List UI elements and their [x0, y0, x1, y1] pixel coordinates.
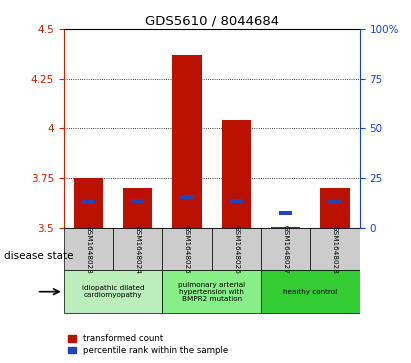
Text: GSM1648028: GSM1648028: [332, 225, 338, 273]
Bar: [212, 228, 261, 270]
Bar: [320, 188, 350, 228]
Text: GSM1648025: GSM1648025: [184, 225, 190, 273]
Bar: [271, 227, 300, 228]
Text: pulmonary arterial
hypertension with
BMPR2 mutation: pulmonary arterial hypertension with BMP…: [178, 282, 245, 302]
Text: GSM1648027: GSM1648027: [283, 225, 289, 273]
Bar: [310, 228, 360, 270]
Bar: [123, 188, 152, 228]
Text: GSM1648023: GSM1648023: [85, 225, 91, 273]
Bar: [131, 199, 144, 203]
Text: GSM1648024: GSM1648024: [135, 225, 141, 273]
Text: GSM1648026: GSM1648026: [233, 225, 239, 273]
Bar: [82, 200, 95, 204]
Bar: [261, 270, 360, 313]
Bar: [230, 199, 243, 203]
Bar: [74, 178, 103, 228]
Text: idiopathic dilated
cardiomyopathy: idiopathic dilated cardiomyopathy: [82, 285, 144, 298]
Bar: [261, 228, 310, 270]
Text: disease state: disease state: [4, 251, 74, 261]
Bar: [162, 270, 261, 313]
Bar: [64, 228, 113, 270]
Bar: [222, 121, 251, 228]
Bar: [180, 195, 194, 199]
Bar: [113, 228, 162, 270]
Text: healthy control: healthy control: [283, 289, 337, 295]
Legend: transformed count, percentile rank within the sample: transformed count, percentile rank withi…: [68, 334, 228, 355]
Bar: [328, 200, 342, 204]
Bar: [279, 211, 292, 215]
Bar: [172, 55, 202, 228]
Title: GDS5610 / 8044684: GDS5610 / 8044684: [145, 15, 279, 28]
Bar: [64, 270, 162, 313]
Bar: [162, 228, 212, 270]
